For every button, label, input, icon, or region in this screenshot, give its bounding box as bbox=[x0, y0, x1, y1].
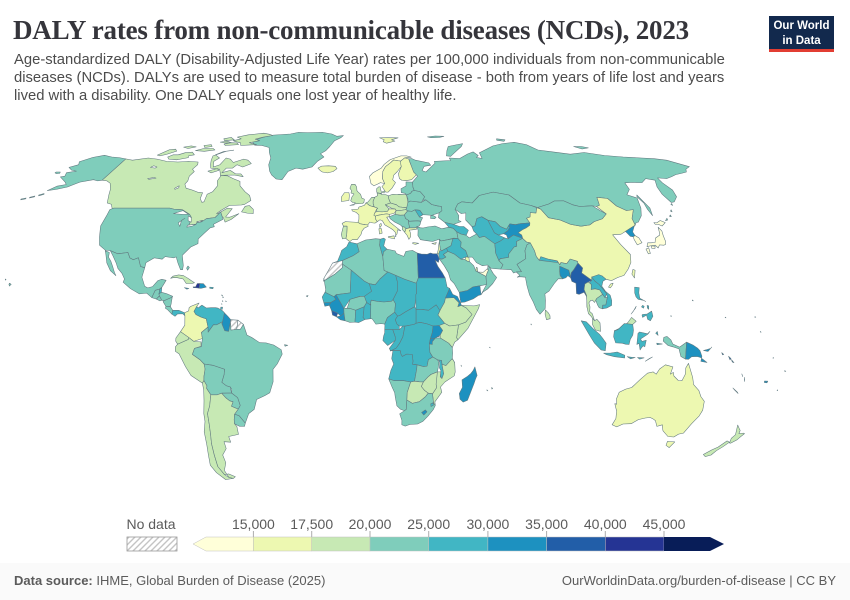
svg-text:20,000: 20,000 bbox=[349, 516, 392, 532]
svg-text:15,000: 15,000 bbox=[232, 516, 275, 532]
svg-text:45,000: 45,000 bbox=[643, 516, 686, 532]
svg-text:35,000: 35,000 bbox=[525, 516, 568, 532]
svg-text:No data: No data bbox=[126, 516, 175, 532]
svg-text:17,500: 17,500 bbox=[290, 516, 333, 532]
svg-text:30,000: 30,000 bbox=[466, 516, 509, 532]
svg-text:25,000: 25,000 bbox=[407, 516, 450, 532]
svg-text:40,000: 40,000 bbox=[584, 516, 627, 532]
